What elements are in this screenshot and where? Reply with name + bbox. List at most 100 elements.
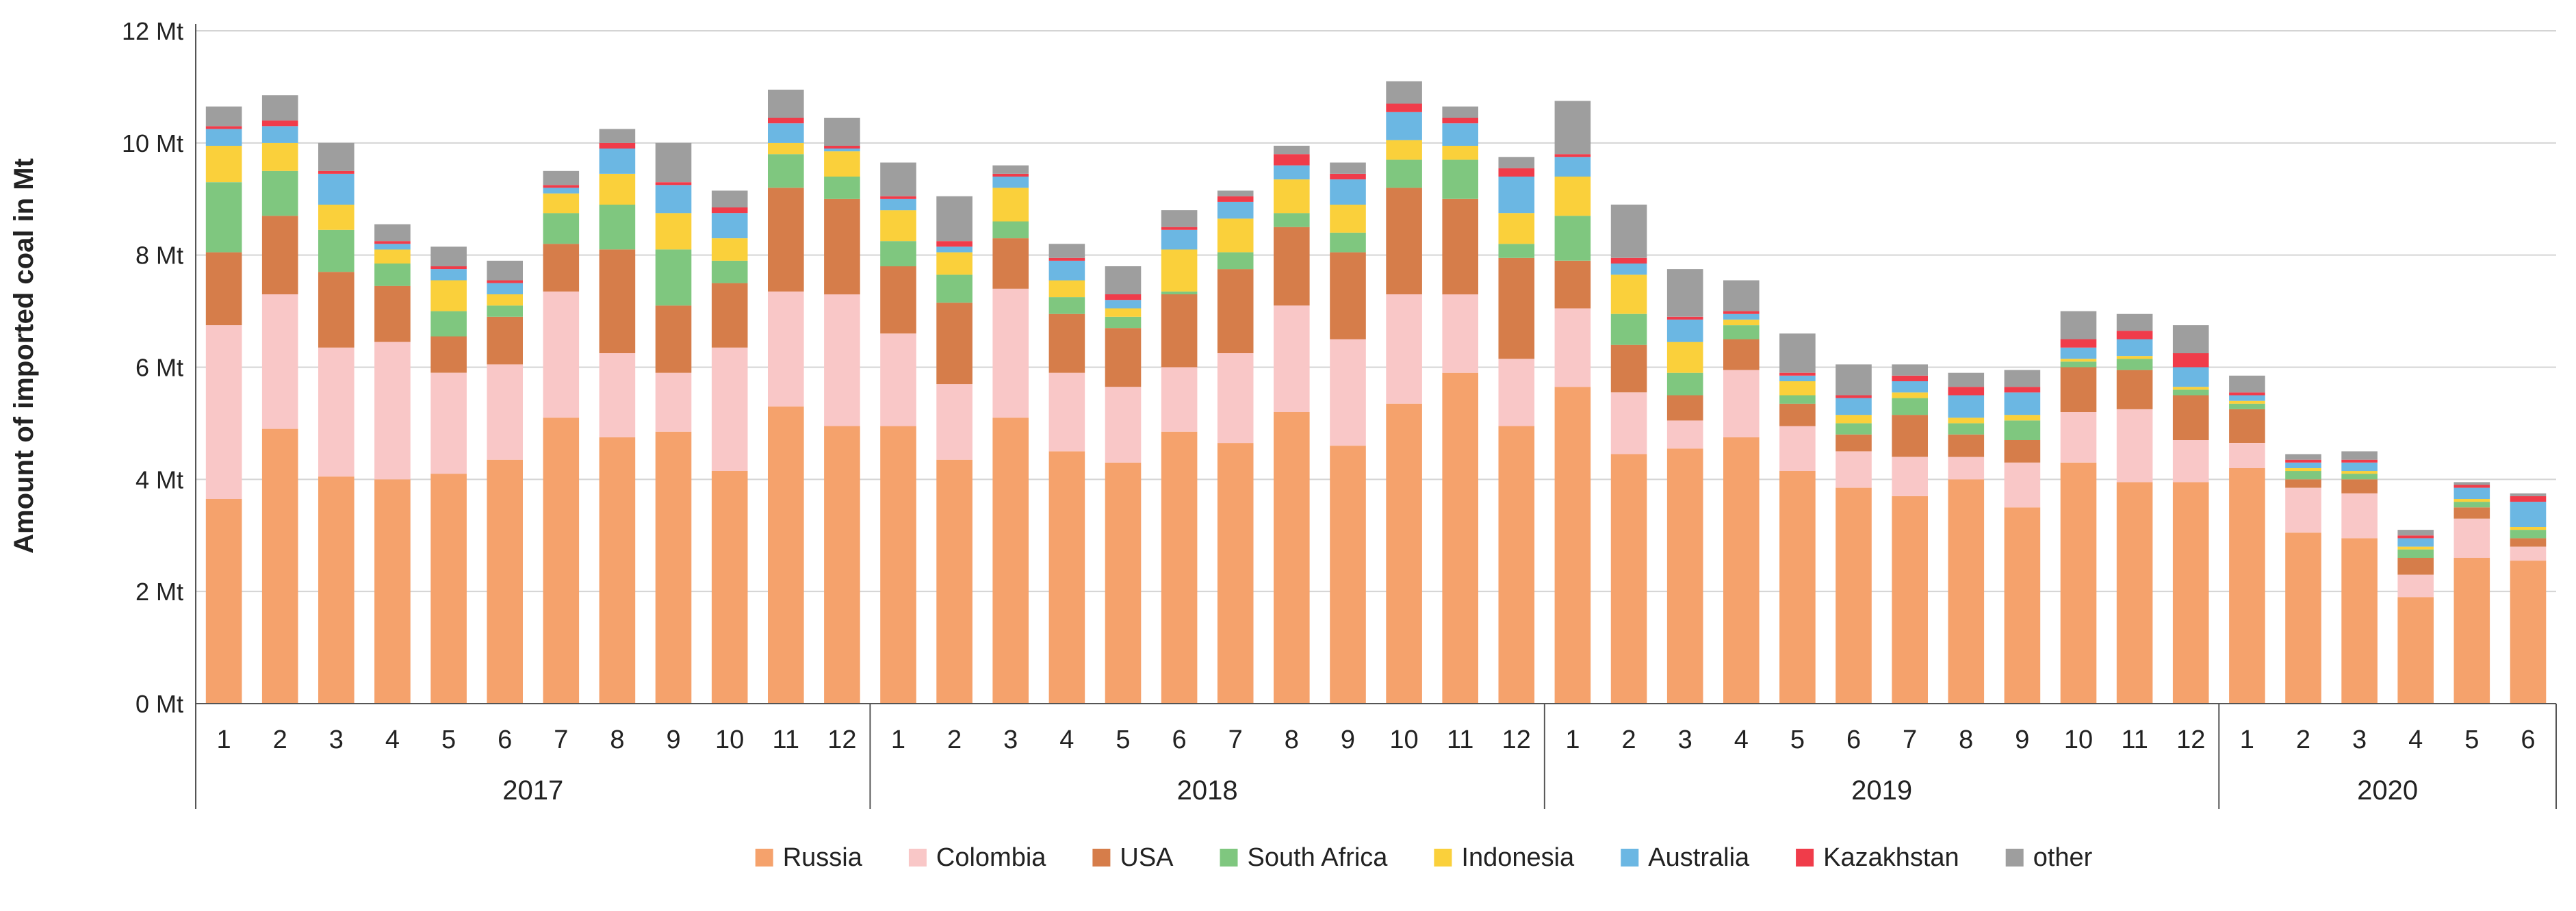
bar-segment-other <box>1386 81 1422 104</box>
bar-segment-kazakhstan <box>2229 392 2265 396</box>
bar-segment-south-africa <box>1666 372 1703 396</box>
bar-segment-colombia <box>599 353 636 437</box>
bar-segment-other <box>2116 313 2153 331</box>
bar-segment-russia <box>261 428 298 704</box>
bar-segment-australia <box>1554 157 1591 177</box>
bar-segment-kazakhstan <box>1779 372 1816 376</box>
bar-segment-kazakhstan <box>1274 154 1310 166</box>
bar-segment-indonesia <box>2285 468 2321 472</box>
bar-segment-colombia <box>2510 546 2547 561</box>
bar-segment-australia <box>2510 502 2547 527</box>
bar-segment-other <box>261 95 298 121</box>
bar-segment-australia <box>1498 177 1535 214</box>
bar-segment-russia <box>880 426 916 704</box>
legend-label: Colombia <box>936 843 1046 872</box>
bar-segment-russia <box>487 459 523 704</box>
x-tick-label: 4 <box>2408 726 2423 754</box>
bar-segment-indonesia <box>2172 387 2209 390</box>
bar-segment-usa <box>655 305 692 373</box>
legend-swatch <box>755 849 773 867</box>
y-tick-label: 2 Mt <box>136 578 183 606</box>
bar-segment-russia <box>1610 454 1647 704</box>
x-tick-label: 7 <box>1228 726 1243 754</box>
bar-segment-indonesia <box>2116 356 2153 359</box>
bar-segment-indonesia <box>2453 499 2490 502</box>
bar-segment-kazakhstan <box>1948 387 1985 396</box>
bar-segment-colombia <box>1274 305 1310 412</box>
bar-segment-south-africa <box>2229 403 2265 409</box>
bar-segment-colombia <box>880 333 916 426</box>
y-tick-label: 6 Mt <box>136 354 183 382</box>
x-tick-label: 11 <box>1447 726 1473 754</box>
bar-segment-south-africa <box>1105 316 1142 329</box>
x-tick-label: 9 <box>2015 726 2029 754</box>
bar-segment-indonesia <box>824 151 860 177</box>
bar-segment-usa <box>936 303 973 385</box>
x-tick-label: 4 <box>1059 726 1074 754</box>
bar-segment-south-africa <box>2510 530 2547 539</box>
bar-segment-australia <box>2172 367 2209 387</box>
bar-segment-other <box>880 162 916 196</box>
bar-segment-australia <box>1386 112 1422 140</box>
year-label: 2017 <box>502 775 563 806</box>
legend-swatch <box>908 849 927 867</box>
bar-segment-russia <box>430 474 467 704</box>
bar-segment-indonesia <box>543 193 580 214</box>
bar-segment-usa <box>2004 440 2041 463</box>
bar-segment-usa <box>543 244 580 292</box>
bar-segment-colombia <box>1330 339 1366 446</box>
bar-segment-indonesia <box>1161 249 1198 292</box>
bar-segment-colombia <box>261 294 298 429</box>
bar-segment-australia <box>2341 462 2378 472</box>
bar-segment-usa <box>1330 252 1366 339</box>
bar-segment-south-africa <box>599 204 636 250</box>
bar-segment-south-africa <box>824 177 860 199</box>
bar-segment-indonesia <box>261 142 298 171</box>
bar-segment-colombia <box>655 372 692 432</box>
bar-segment-other <box>1779 333 1816 373</box>
bar-segment-kazakhstan <box>2004 387 2041 393</box>
bar-segment-colombia <box>992 288 1029 418</box>
x-tick-label: 10 <box>715 726 744 754</box>
bar-segment-indonesia <box>2060 359 2097 362</box>
bar-segment-indonesia <box>2510 527 2547 530</box>
bar-segment-indonesia <box>1217 218 1254 253</box>
bar-segment-usa <box>2285 479 2321 488</box>
x-tick-label: 5 <box>2464 726 2479 754</box>
bar-segment-kazakhstan <box>261 120 298 127</box>
bar-segment-other <box>1048 244 1085 258</box>
y-tick-label: 8 Mt <box>136 242 183 270</box>
bar-segment-colombia <box>824 294 860 426</box>
bar-segment-russia <box>205 499 242 704</box>
bar-segment-other <box>2172 325 2209 354</box>
bar-segment-usa <box>711 283 748 348</box>
bar-segment-russia <box>2116 482 2153 704</box>
bar-segment-russia <box>711 471 748 704</box>
bar-segment-usa <box>599 249 636 353</box>
bar-segment-australia <box>2285 462 2321 468</box>
bar-segment-colombia <box>1836 451 1872 488</box>
bar-segment-south-africa <box>1554 216 1591 261</box>
bar-segment-usa <box>1666 395 1703 421</box>
bar-segment-usa <box>487 316 523 365</box>
bar-segment-indonesia <box>992 188 1029 222</box>
bar-segment-colombia <box>2285 487 2321 533</box>
bar-segment-australia <box>1723 313 1760 320</box>
bar-segment-usa <box>205 252 242 326</box>
bar-segment-indonesia <box>318 204 355 230</box>
bar-segment-kazakhstan <box>2060 339 2097 348</box>
bar-segment-other <box>2060 311 2097 339</box>
bar-segment-indonesia <box>711 238 748 261</box>
bar-segment-usa <box>2453 507 2490 519</box>
legend-swatch <box>1092 849 1111 867</box>
bar-segment-australia <box>2453 487 2490 499</box>
x-tick-label: 3 <box>329 726 344 754</box>
bar-segment-usa <box>880 266 916 334</box>
bar-segment-colombia <box>936 384 973 460</box>
bar-segment-russia <box>543 418 580 704</box>
bar-segment-indonesia <box>1554 177 1591 216</box>
bar-segment-kazakhstan <box>1723 311 1760 314</box>
bar-segment-other <box>1442 106 1478 118</box>
